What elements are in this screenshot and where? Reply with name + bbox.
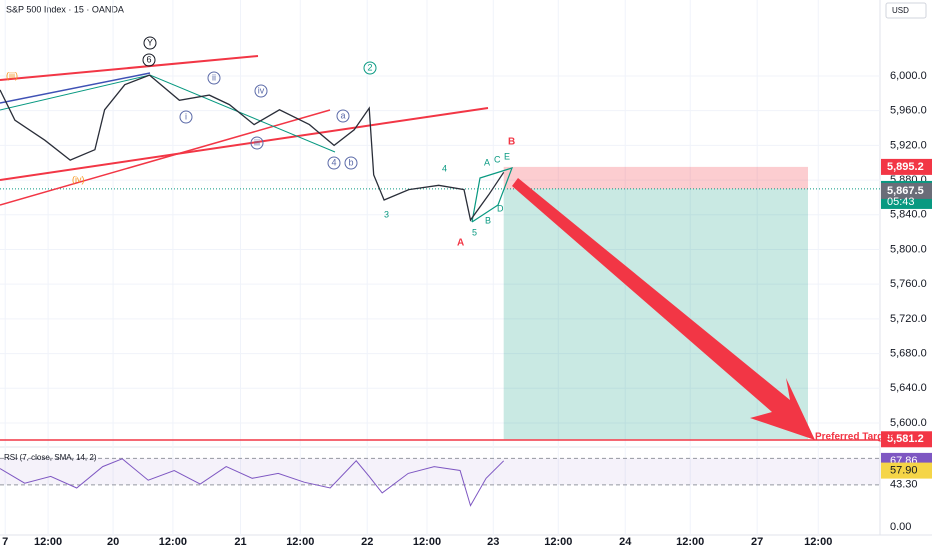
wave-circle (336, 109, 350, 123)
wave-circle (327, 156, 341, 170)
price-label-box (881, 158, 932, 175)
wave-circle (207, 71, 221, 85)
rsi-value-label: 57.90 (890, 465, 918, 477)
annotation: b (348, 157, 353, 167)
wave-circle (142, 53, 156, 67)
y-tick-label: 5,960.0 (890, 105, 927, 117)
annotation: 3 (384, 209, 389, 219)
annotation: ii (212, 72, 216, 82)
arrow (512, 178, 815, 440)
x-tick-label: 12:00 (804, 536, 832, 548)
rsi-value-box (881, 462, 932, 479)
trend-line (0, 55, 259, 81)
annotation: 5 (472, 227, 477, 237)
x-tick-label: 24 (619, 536, 632, 548)
annotation: (iv) (72, 174, 85, 184)
currency-box[interactable] (885, 2, 927, 19)
price-label-box (881, 182, 932, 199)
annotation: iv (258, 85, 265, 95)
price-label: 5,581.2 (887, 433, 924, 445)
price-line (0, 74, 505, 222)
annotation: C (494, 154, 501, 164)
chart-title: S&P 500 Index · 15 · OANDA (6, 4, 124, 14)
annotation: 6 (146, 54, 151, 64)
rsi-title: RSI (7, close, SMA, 14, 2) (4, 453, 97, 462)
x-tick-label: 22 (361, 536, 373, 548)
wave-circle (363, 61, 377, 75)
trend-line (0, 109, 331, 206)
annotation: D (497, 203, 504, 213)
annotation: 4 (442, 163, 447, 173)
annotation: A (484, 157, 490, 167)
annotation: B (508, 137, 515, 148)
wave-circle (179, 110, 193, 124)
trend-line (0, 72, 151, 104)
annotation: i (185, 111, 187, 121)
stop-zone (503, 166, 808, 189)
x-tick-label: 23 (487, 536, 499, 548)
x-tick-label: 12:00 (34, 536, 62, 548)
y2-tick-label: 0.00 (890, 521, 911, 533)
annotation: B (485, 215, 491, 225)
annotation: 2 (367, 62, 372, 72)
wave-circle (254, 84, 268, 98)
currency: USD (892, 6, 909, 15)
x-tick-label: 12:00 (159, 536, 187, 548)
x-tick-label: 21 (234, 536, 246, 548)
price-label: 5,867.5 (887, 185, 924, 197)
y-tick-label: 5,800.0 (890, 243, 927, 255)
annotation: 4 (331, 157, 336, 167)
wave-circle (143, 36, 157, 50)
x-tick-label: 12:00 (413, 536, 441, 548)
annotation: (iii) (6, 70, 18, 80)
x-tick-label: 12:00 (544, 536, 572, 548)
rsi-band (0, 458, 880, 485)
annotation: A (457, 238, 464, 249)
countdown: 05:43 (887, 196, 915, 208)
trend-line (0, 107, 489, 181)
y-tick-label: 5,920.0 (890, 139, 927, 151)
annotation: iii (254, 137, 260, 147)
y2-tick-label: 43.30 (890, 479, 918, 491)
x-tick-label: 12:00 (676, 536, 704, 548)
y-tick-label: 5,600.0 (890, 417, 927, 429)
wave-circle (250, 136, 264, 150)
y-tick-label: 6,000.0 (890, 70, 927, 82)
x-tick-label: 27 (751, 536, 763, 548)
x-tick-label: 7 (2, 536, 8, 548)
annotation: E (504, 151, 510, 161)
y-tick-label: 5,680.0 (890, 347, 927, 359)
price-label-box (881, 431, 932, 448)
y-tick-label: 5,720.0 (890, 313, 927, 325)
annotation: Preferred Target (815, 432, 893, 443)
wave-circle (344, 156, 358, 170)
x-tick-label: 20 (107, 536, 119, 548)
annotation: Y (147, 37, 153, 47)
y-tick-label: 5,840.0 (890, 209, 927, 221)
annotation: a (340, 110, 345, 120)
triangle (471, 167, 513, 223)
price-label: 5,895.2 (887, 161, 924, 173)
x-tick-label: 12:00 (286, 536, 314, 548)
rsi-line (0, 458, 505, 507)
y-tick-label: 5,640.0 (890, 382, 927, 394)
y-tick-label: 5,760.0 (890, 278, 927, 290)
